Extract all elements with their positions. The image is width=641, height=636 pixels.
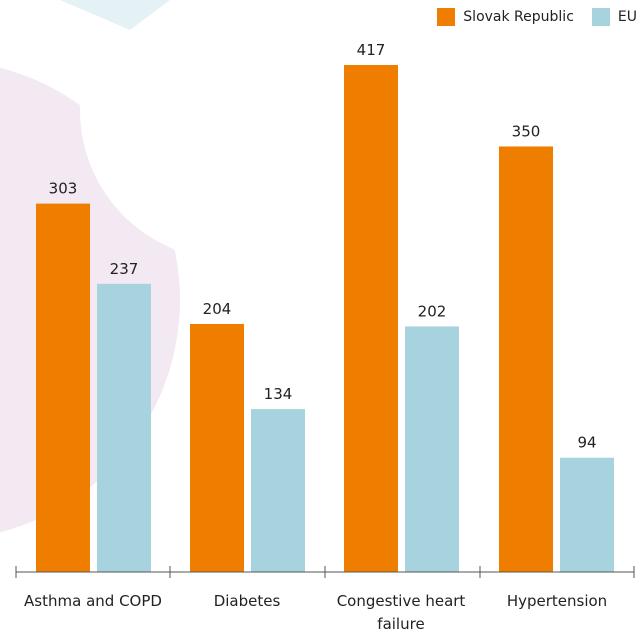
legend-label-slovak-republic: Slovak Republic bbox=[463, 9, 574, 25]
data-label-slovak-republic-asthma-and-copd: 303 bbox=[49, 180, 78, 198]
bar-eu-asthma-and-copd bbox=[97, 283, 151, 572]
bar-slovak-republic-congestive-heart-failure bbox=[344, 65, 398, 572]
data-label-slovak-republic-diabetes: 204 bbox=[203, 300, 232, 318]
category-label-congestive-heart-failure: Congestive heart failure bbox=[336, 592, 466, 633]
bar-eu-congestive-heart-failure bbox=[405, 326, 459, 572]
data-label-slovak-republic-congestive-heart-failure: 417 bbox=[357, 41, 386, 59]
bar-slovak-republic-asthma-and-copd bbox=[36, 203, 90, 572]
category-label-asthma-copd: Asthma and COPD bbox=[24, 592, 162, 610]
legend-item-slovak-republic: Slovak Republic bbox=[437, 8, 574, 26]
legend-swatch-slovak-republic bbox=[437, 8, 456, 26]
data-label-eu-diabetes: 134 bbox=[264, 385, 293, 403]
legend-label-eu: EU bbox=[617, 9, 637, 25]
data-label-eu-congestive-heart-failure: 202 bbox=[418, 302, 447, 320]
bar-slovak-republic-hypertension bbox=[499, 146, 553, 572]
legend-item-eu: EU bbox=[591, 8, 637, 26]
legend: Slovak Republic EU bbox=[427, 8, 637, 26]
bar-eu-hypertension bbox=[560, 457, 614, 572]
category-label-diabetes: Diabetes bbox=[213, 592, 281, 610]
bar-eu-diabetes bbox=[251, 409, 305, 572]
data-label-eu-asthma-and-copd: 237 bbox=[110, 260, 139, 278]
bar-slovak-republic-diabetes bbox=[190, 323, 244, 572]
data-label-slovak-republic-hypertension: 350 bbox=[512, 122, 541, 140]
legend-swatch-eu bbox=[591, 8, 610, 26]
data-label-eu-hypertension: 94 bbox=[577, 434, 596, 452]
category-label-hypertension: Hypertension bbox=[506, 592, 608, 610]
